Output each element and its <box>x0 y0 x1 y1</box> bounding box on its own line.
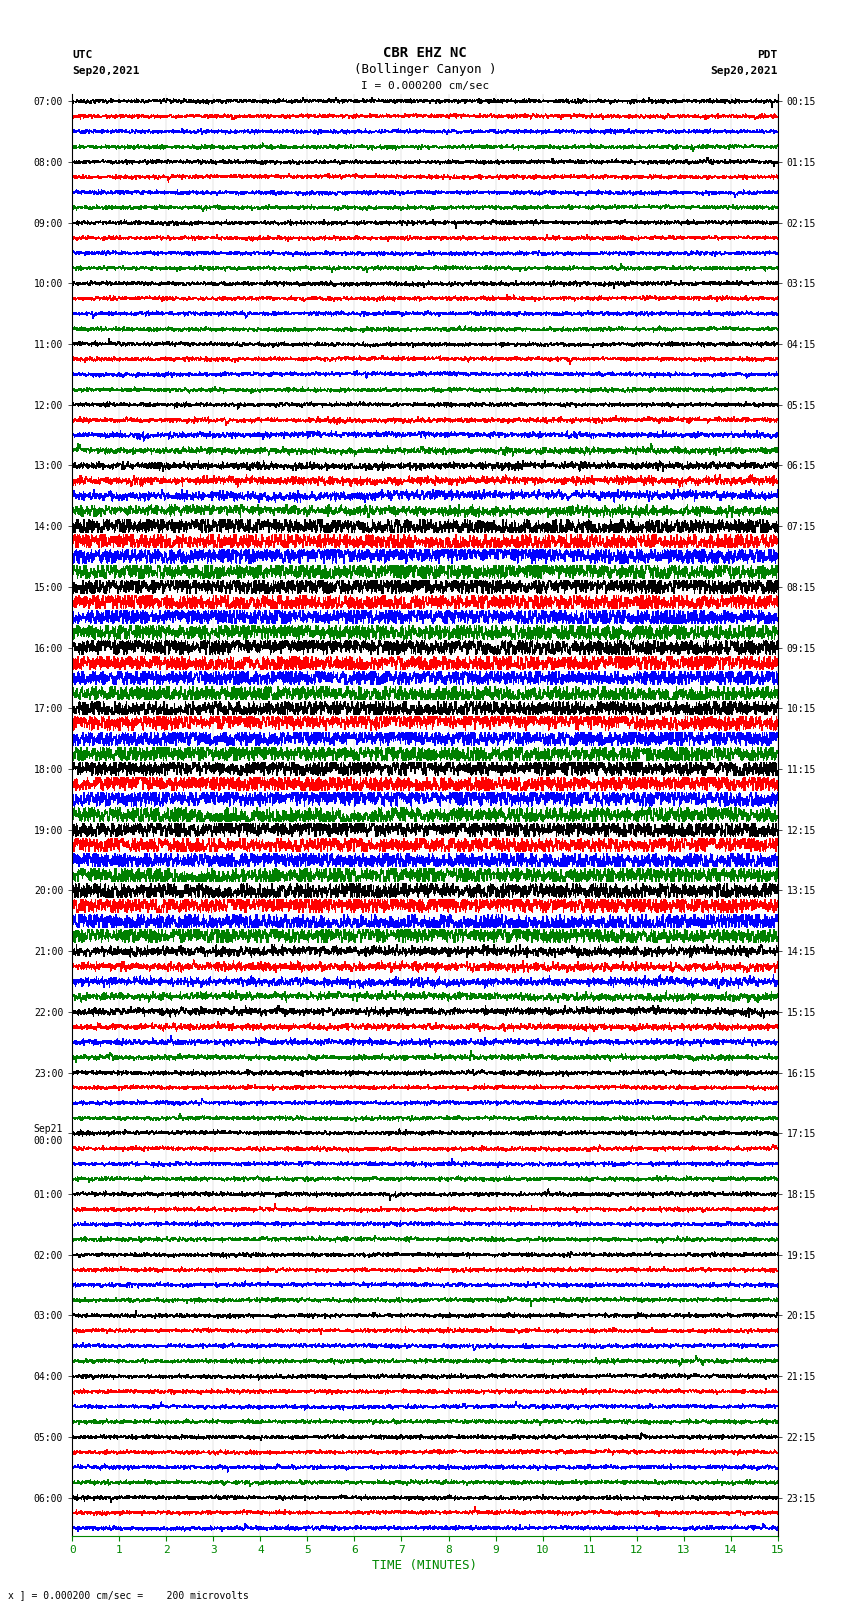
Text: I = 0.000200 cm/sec: I = 0.000200 cm/sec <box>361 81 489 90</box>
Text: CBR EHZ NC: CBR EHZ NC <box>383 47 467 60</box>
Text: (Bollinger Canyon ): (Bollinger Canyon ) <box>354 63 496 76</box>
Text: PDT: PDT <box>757 50 778 60</box>
Text: Sep20,2021: Sep20,2021 <box>711 66 778 76</box>
X-axis label: TIME (MINUTES): TIME (MINUTES) <box>372 1560 478 1573</box>
Text: UTC: UTC <box>72 50 93 60</box>
Text: x ] = 0.000200 cm/sec =    200 microvolts: x ] = 0.000200 cm/sec = 200 microvolts <box>8 1590 249 1600</box>
Text: Sep20,2021: Sep20,2021 <box>72 66 139 76</box>
